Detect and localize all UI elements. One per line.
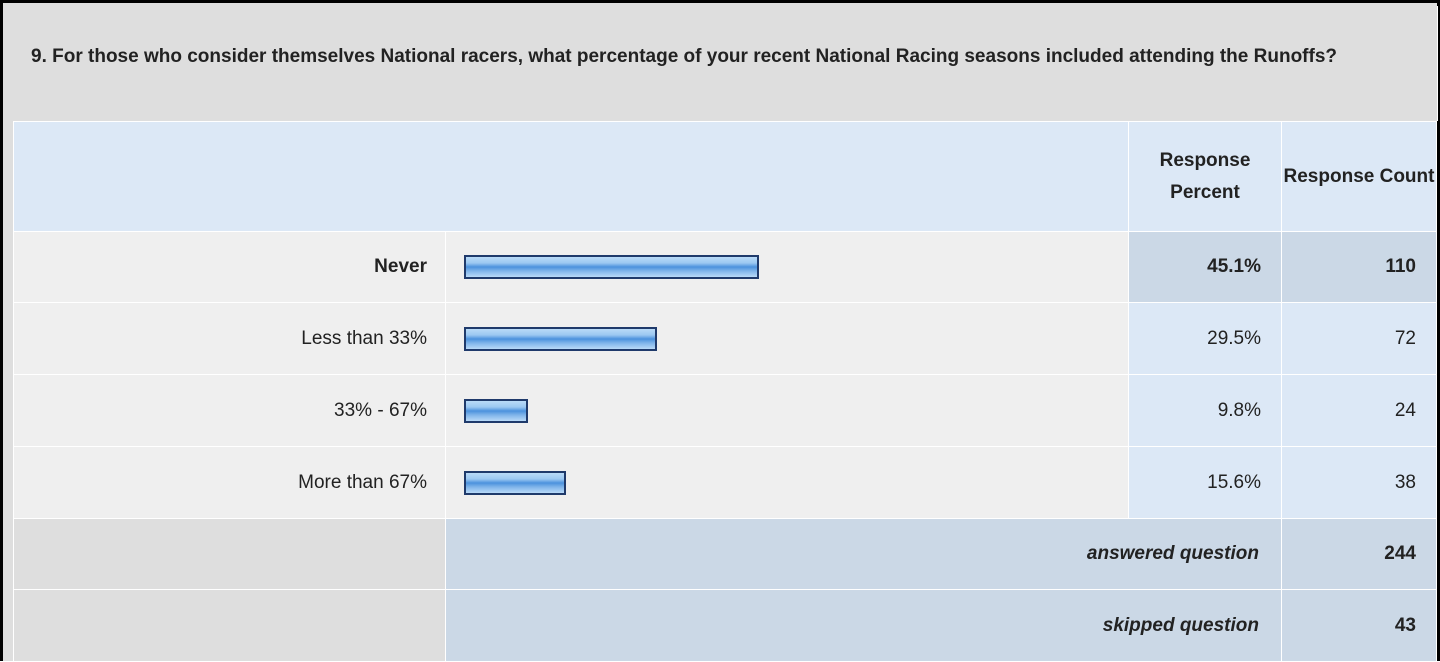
skipped-value: 43 [1281, 589, 1437, 662]
response-count: 24 [1281, 374, 1437, 447]
table-row: More than 67% 15.6% 38 [13, 446, 1437, 519]
question-text: 9. For those who consider themselves Nat… [31, 46, 1337, 67]
table-row: 33% - 67% 9.8% 24 [13, 374, 1437, 447]
bar-cell [445, 302, 1129, 375]
response-count-header: Response Count [1281, 121, 1437, 232]
header-blank [13, 121, 1129, 232]
bar-cell [445, 374, 1129, 447]
response-count: 110 [1281, 231, 1437, 303]
response-count: 38 [1281, 446, 1437, 519]
response-percent: 45.1% [1128, 231, 1282, 303]
option-label: 33% - 67% [13, 374, 446, 447]
answered-label: answered question [445, 518, 1282, 590]
bar-less-than-33 [464, 326, 657, 351]
bar-33-67 [464, 398, 528, 423]
table-row: Less than 33% 29.5% 72 [13, 302, 1437, 375]
option-label: Never [13, 231, 446, 303]
bar-cell [445, 446, 1129, 519]
question-header: 9. For those who consider themselves Nat… [13, 6, 1438, 121]
skipped-label: skipped question [445, 589, 1282, 662]
option-label: Less than 33% [13, 302, 446, 375]
skipped-row: skipped question 43 [13, 589, 1437, 662]
bar-more-than-67 [464, 470, 566, 495]
answered-row: answered question 244 [13, 518, 1437, 590]
summary-blank [13, 518, 446, 590]
response-percent: 15.6% [1128, 446, 1282, 519]
summary-blank [13, 589, 446, 662]
header-row: Response Percent Response Count [13, 121, 1437, 232]
response-percent: 29.5% [1128, 302, 1282, 375]
response-count: 72 [1281, 302, 1437, 375]
results-table: Response Percent Response Count Never 45… [13, 121, 1437, 662]
response-percent-header: Response Percent [1128, 121, 1282, 232]
bar-never [464, 255, 759, 279]
response-percent: 9.8% [1128, 374, 1282, 447]
bar-cell [445, 231, 1129, 303]
option-label: More than 67% [13, 446, 446, 519]
table-row: Never 45.1% 110 [13, 231, 1437, 303]
answered-value: 244 [1281, 518, 1437, 590]
